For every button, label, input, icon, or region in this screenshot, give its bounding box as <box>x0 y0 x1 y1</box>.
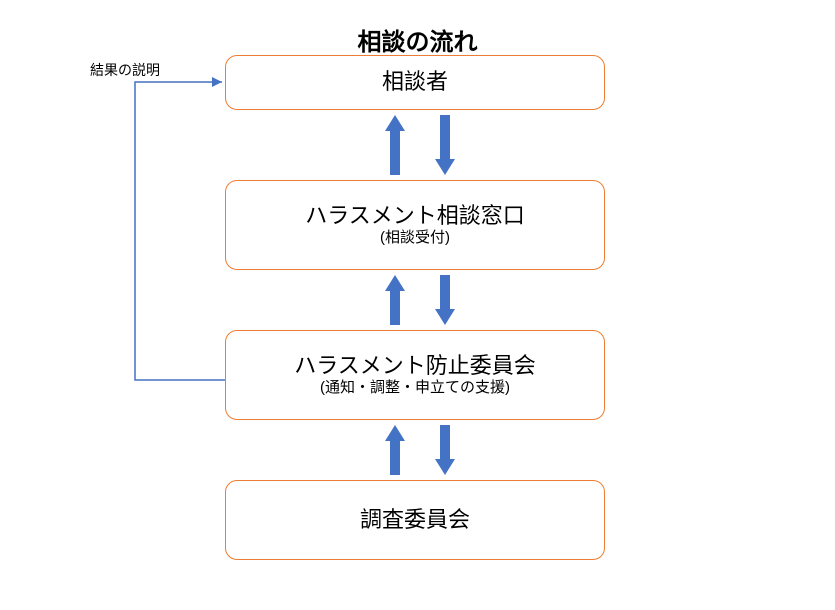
node-prevention-committee: ハラスメント防止委員会 (通知・調整・申立ての支援) <box>225 330 605 420</box>
node-prevention-committee-sublabel: (通知・調整・申立ての支援) <box>320 379 510 397</box>
diagram-title: 相談の流れ <box>0 22 835 57</box>
diagram-canvas: { "diagram": { "type": "flowchart", "tit… <box>0 0 835 610</box>
feedback-label: 結果の説明 <box>90 60 160 80</box>
node-prevention-committee-label: ハラスメント防止委員会 <box>294 353 536 379</box>
node-consultation-desk-sublabel: (相談受付) <box>380 229 450 247</box>
node-investigation-committee: 調査委員会 <box>225 480 605 560</box>
node-consultation-desk-label: ハラスメント相談窓口 <box>305 203 525 229</box>
node-consultation-desk: ハラスメント相談窓口 (相談受付) <box>225 180 605 270</box>
node-consultant-label: 相談者 <box>382 69 448 95</box>
node-consultant: 相談者 <box>225 55 605 110</box>
node-investigation-committee-label: 調査委員会 <box>360 507 470 533</box>
